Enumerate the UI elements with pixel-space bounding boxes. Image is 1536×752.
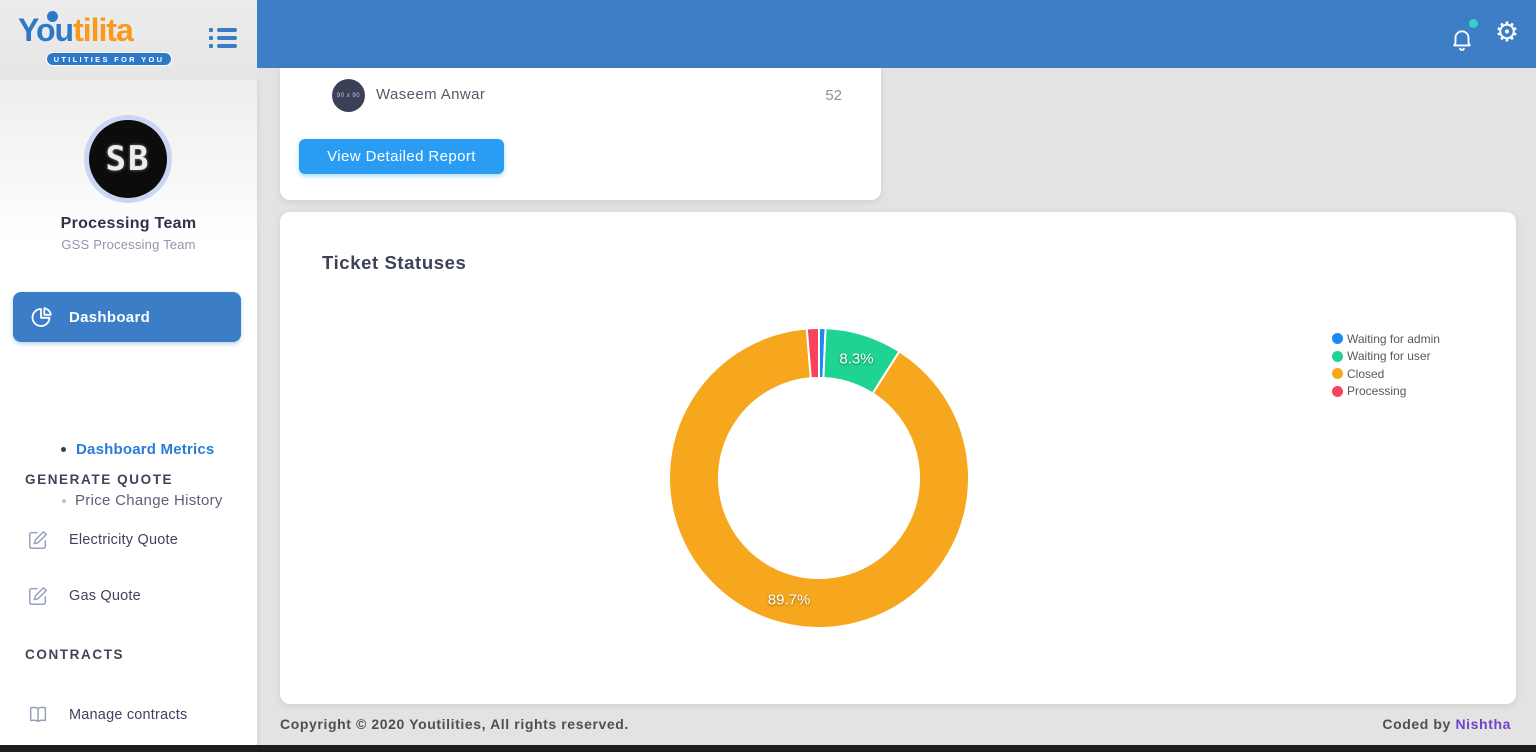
legend-item-waiting-for-admin[interactable]: Waiting for admin	[1332, 330, 1440, 348]
user-avatar: 90 x 90	[332, 79, 365, 112]
donut-data-label: 89.7%	[768, 591, 811, 608]
edit-icon	[29, 587, 47, 605]
report-card: 90 x 90 Waseem Anwar 52 View Detailed Re…	[280, 68, 881, 200]
sidebar-item-gas-quote[interactable]: Gas Quote	[0, 585, 257, 611]
user-name: Waseem Anwar	[376, 86, 486, 103]
pie-chart-icon	[31, 307, 52, 327]
sidebar-item-gas-quote-label: Gas Quote	[69, 588, 141, 604]
sidebar-item-price-change-history[interactable]: Price Change History	[0, 491, 257, 511]
edit-icon	[29, 531, 47, 549]
brand-name-tilita: tilita	[73, 12, 134, 48]
ticket-statuses-card: Ticket Statuses 8.3% 89.7% Waiting for ad…	[280, 212, 1516, 704]
legend-label: Closed	[1347, 366, 1385, 381]
legend-item-closed[interactable]: Closed	[1332, 365, 1440, 383]
profile-subtitle: GSS Processing Team	[61, 237, 196, 252]
donut-slice-closed[interactable]	[668, 327, 970, 629]
credits-text: Coded by Nishtha	[1382, 716, 1511, 732]
main-content: 90 x 90 Waseem Anwar 52 View Detailed Re…	[257, 68, 1536, 745]
sidebar-item-dashboard-label: Dashboard	[69, 308, 151, 326]
brand-tagline: UTILITIES FOR YOU	[46, 52, 172, 66]
settings-gear-icon[interactable]: ⚙	[1494, 17, 1520, 48]
page-footer: Copyright © 2020 Youtilities, All rights…	[257, 705, 1536, 745]
user-ticket-count: 52	[825, 87, 842, 104]
sidebar-item-electricity-quote[interactable]: Electricity Quote	[0, 529, 257, 555]
sidebar-section-contracts: CONTRACTS	[25, 647, 125, 662]
sidebar-item-price-change-history-label: Price Change History	[75, 492, 223, 509]
author-link[interactable]: Nishtha	[1455, 716, 1511, 732]
sidebar-toggle-icon[interactable]	[209, 28, 237, 50]
donut-slice-processing[interactable]	[805, 326, 820, 380]
donut-chart: 8.3% 89.7%	[659, 318, 979, 638]
legend-dot-icon	[1332, 385, 1343, 397]
legend-label: Waiting for user	[1347, 349, 1431, 364]
logo-area: Youtilita UTILITIES FOR YOU	[0, 0, 257, 80]
brand-logo[interactable]: Youtilita UTILITIES FOR YOU	[16, 8, 201, 72]
sidebar-item-dashboard[interactable]: Dashboard	[13, 292, 241, 342]
profile-name: Processing Team	[60, 215, 197, 232]
sidebar-item-dashboard-metrics-label: Dashboard Metrics	[76, 441, 215, 458]
sidebar: SB Processing Team GSS Processing Team D…	[0, 80, 257, 745]
legend-label: Processing	[1347, 384, 1407, 399]
legend-dot-icon	[1332, 368, 1343, 380]
bullet-icon	[61, 447, 66, 452]
notification-badge	[1469, 19, 1478, 28]
notifications-bell-icon[interactable]	[1449, 19, 1478, 54]
chart-legend: Waiting for admin Waiting for user Closed P…	[1332, 330, 1440, 400]
legend-dot-icon	[1332, 350, 1343, 362]
copyright-text: Copyright © 2020 Youtilities, All rights…	[280, 716, 629, 732]
profile-avatar[interactable]: SB	[84, 115, 172, 203]
chart-title: Ticket Statuses	[322, 252, 467, 273]
sidebar-item-manage-contracts[interactable]: Manage contracts	[0, 704, 257, 730]
sidebar-item-manage-contracts-label: Manage contracts	[69, 707, 188, 723]
logo-person-icon	[47, 11, 58, 22]
sidebar-section-generate-quote: GENERATE QUOTE	[25, 472, 174, 487]
coded-by-label: Coded by	[1382, 716, 1451, 732]
legend-dot-icon	[1332, 333, 1343, 345]
donut-data-label: 8.3%	[839, 351, 873, 368]
book-icon	[29, 706, 47, 723]
brand-name-you: You	[18, 12, 74, 48]
brand-name: Youtilita	[18, 12, 134, 49]
legend-item-waiting-for-user[interactable]: Waiting for user	[1332, 348, 1440, 366]
bottom-edge-strip	[0, 745, 1536, 752]
profile-avatar-initials: SB	[89, 120, 167, 198]
profile-block: SB Processing Team GSS Processing Team	[0, 80, 257, 260]
sidebar-item-electricity-quote-label: Electricity Quote	[69, 532, 178, 548]
view-detailed-report-button[interactable]: View Detailed Report	[299, 139, 504, 174]
sidebar-item-dashboard-metrics[interactable]: Dashboard Metrics	[0, 440, 257, 460]
legend-item-processing[interactable]: Processing	[1332, 383, 1440, 401]
bullet-icon	[62, 499, 66, 503]
legend-label: Waiting for admin	[1347, 331, 1440, 346]
top-navbar: ⚙	[257, 0, 1536, 68]
